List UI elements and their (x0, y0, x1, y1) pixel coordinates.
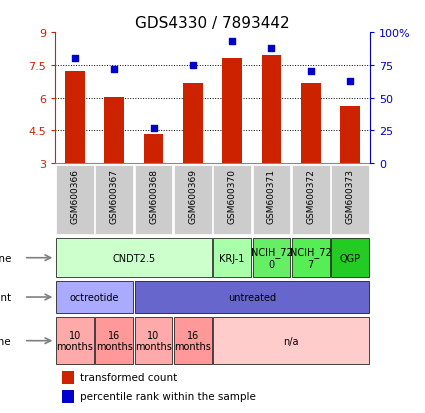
FancyBboxPatch shape (331, 165, 369, 235)
Text: GSM600368: GSM600368 (149, 169, 158, 224)
Point (150, 125, 157, 132)
Text: 10
months: 10 months (135, 330, 172, 351)
Point (307, 83, 314, 90)
Bar (62, 371, 74, 384)
Text: time: time (0, 336, 11, 346)
FancyBboxPatch shape (135, 282, 369, 313)
FancyBboxPatch shape (213, 238, 251, 278)
Bar (62, 389, 74, 403)
Text: cell line: cell line (0, 253, 11, 263)
Text: GSM600366: GSM600366 (71, 169, 79, 224)
FancyBboxPatch shape (95, 317, 133, 364)
Text: GSM600369: GSM600369 (188, 169, 197, 224)
Text: 16
months: 16 months (174, 330, 211, 351)
Bar (222, 59, 242, 164)
Title: GDS4330 / 7893442: GDS4330 / 7893442 (135, 16, 290, 31)
Bar (183, 84, 203, 164)
Point (268, 45, 275, 52)
Point (111, 80, 118, 86)
Point (347, 96, 354, 102)
FancyBboxPatch shape (292, 238, 330, 278)
Text: NCIH_72
7: NCIH_72 7 (290, 247, 332, 269)
Text: GSM600373: GSM600373 (346, 169, 354, 224)
FancyBboxPatch shape (135, 165, 173, 235)
Text: 16
months: 16 months (96, 330, 133, 351)
FancyBboxPatch shape (252, 165, 290, 235)
FancyBboxPatch shape (213, 317, 369, 364)
Point (229, 39, 235, 45)
Text: agent: agent (0, 292, 11, 302)
Text: GSM600367: GSM600367 (110, 169, 119, 224)
Text: transformed count: transformed count (80, 372, 178, 382)
Point (307, 69, 314, 76)
FancyBboxPatch shape (95, 165, 133, 235)
Text: untreated: untreated (228, 292, 276, 302)
Bar (105, 97, 124, 164)
FancyBboxPatch shape (213, 165, 251, 235)
Bar (301, 84, 320, 164)
Text: NCIH_72
0: NCIH_72 0 (251, 247, 292, 269)
Text: percentile rank within the sample: percentile rank within the sample (80, 391, 256, 401)
Point (190, 74, 196, 81)
FancyBboxPatch shape (56, 282, 133, 313)
Bar (65, 72, 85, 164)
FancyBboxPatch shape (56, 165, 94, 235)
Point (111, 66, 118, 73)
Bar (340, 107, 360, 164)
FancyBboxPatch shape (174, 317, 212, 364)
Point (150, 160, 157, 167)
Text: GSM600371: GSM600371 (267, 169, 276, 224)
Bar (262, 56, 281, 164)
Point (71, 56, 78, 62)
Text: n/a: n/a (283, 336, 299, 346)
FancyBboxPatch shape (174, 165, 212, 235)
Point (71, 66, 78, 72)
Point (347, 78, 354, 85)
FancyBboxPatch shape (56, 238, 212, 278)
Text: GSM600370: GSM600370 (228, 169, 237, 224)
FancyBboxPatch shape (292, 165, 330, 235)
Bar (144, 134, 163, 164)
FancyBboxPatch shape (252, 238, 290, 278)
Text: 10
months: 10 months (57, 330, 94, 351)
FancyBboxPatch shape (135, 317, 173, 364)
FancyBboxPatch shape (331, 238, 369, 278)
Text: QGP: QGP (340, 253, 361, 263)
FancyBboxPatch shape (56, 317, 94, 364)
Text: CNDT2.5: CNDT2.5 (112, 253, 156, 263)
Text: KRJ-1: KRJ-1 (219, 253, 245, 263)
Point (190, 62, 196, 69)
Point (268, 51, 275, 58)
Text: octreotide: octreotide (70, 292, 119, 302)
Point (229, 42, 235, 49)
Text: GSM600372: GSM600372 (306, 169, 315, 224)
